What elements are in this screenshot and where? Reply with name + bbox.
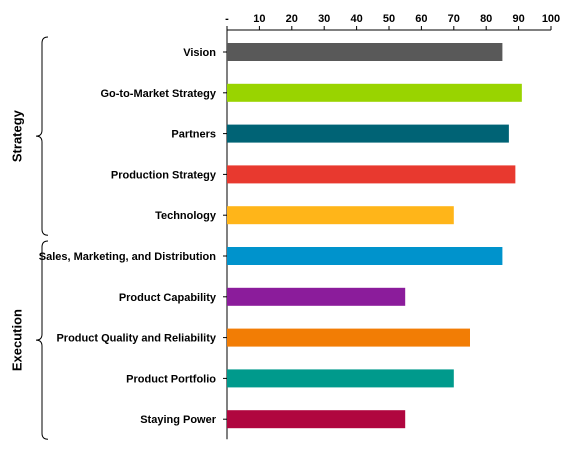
category-label: Vision: [183, 47, 216, 59]
x-tick-label: 100: [542, 13, 560, 25]
x-tick-label: 20: [286, 13, 298, 25]
group-label: Strategy: [9, 109, 24, 162]
category-label: Staying Power: [140, 414, 217, 426]
category-label: Product Portfolio: [126, 373, 216, 385]
x-tick-label: 80: [480, 13, 492, 25]
group-brackets: Strategy Execution: [9, 36, 49, 440]
x-tick-label: 70: [448, 13, 460, 25]
bar: [227, 369, 454, 388]
x-tick-label: 90: [512, 13, 524, 25]
bar: [227, 328, 470, 347]
category-label: Sales, Marketing, and Distribution: [39, 251, 217, 263]
category-label: Product Quality and Reliability: [56, 333, 216, 345]
x-tick-label: -: [225, 13, 229, 25]
bar: [227, 165, 516, 184]
bar: [227, 287, 406, 306]
bar: [227, 83, 522, 102]
category-label: Technology: [155, 210, 217, 222]
bar: [227, 124, 509, 143]
category-labels: Vision Go-to-Market Strategy Partners Produ…: [39, 47, 217, 426]
bars: [227, 43, 522, 429]
x-tick-label: 40: [350, 13, 362, 25]
x-tick-label: 30: [318, 13, 330, 25]
bar: [227, 206, 454, 225]
category-label: Partners: [171, 129, 216, 141]
x-tick-label: 10: [253, 13, 265, 25]
bar: [227, 43, 503, 61]
group-bracket: [35, 240, 49, 440]
category-label: Product Capability: [119, 292, 217, 304]
bar: [227, 247, 503, 265]
x-tick-label: 60: [415, 13, 427, 25]
bar: [227, 410, 406, 429]
x-axis: - 10 20 30 40 50 60 70 80 90 100: [223, 13, 560, 440]
category-label: Go-to-Market Strategy: [100, 88, 216, 100]
group-bracket: [35, 36, 49, 236]
category-label: Production Strategy: [111, 169, 217, 181]
x-tick-label: 50: [383, 13, 395, 25]
group-label: Execution: [9, 309, 24, 371]
